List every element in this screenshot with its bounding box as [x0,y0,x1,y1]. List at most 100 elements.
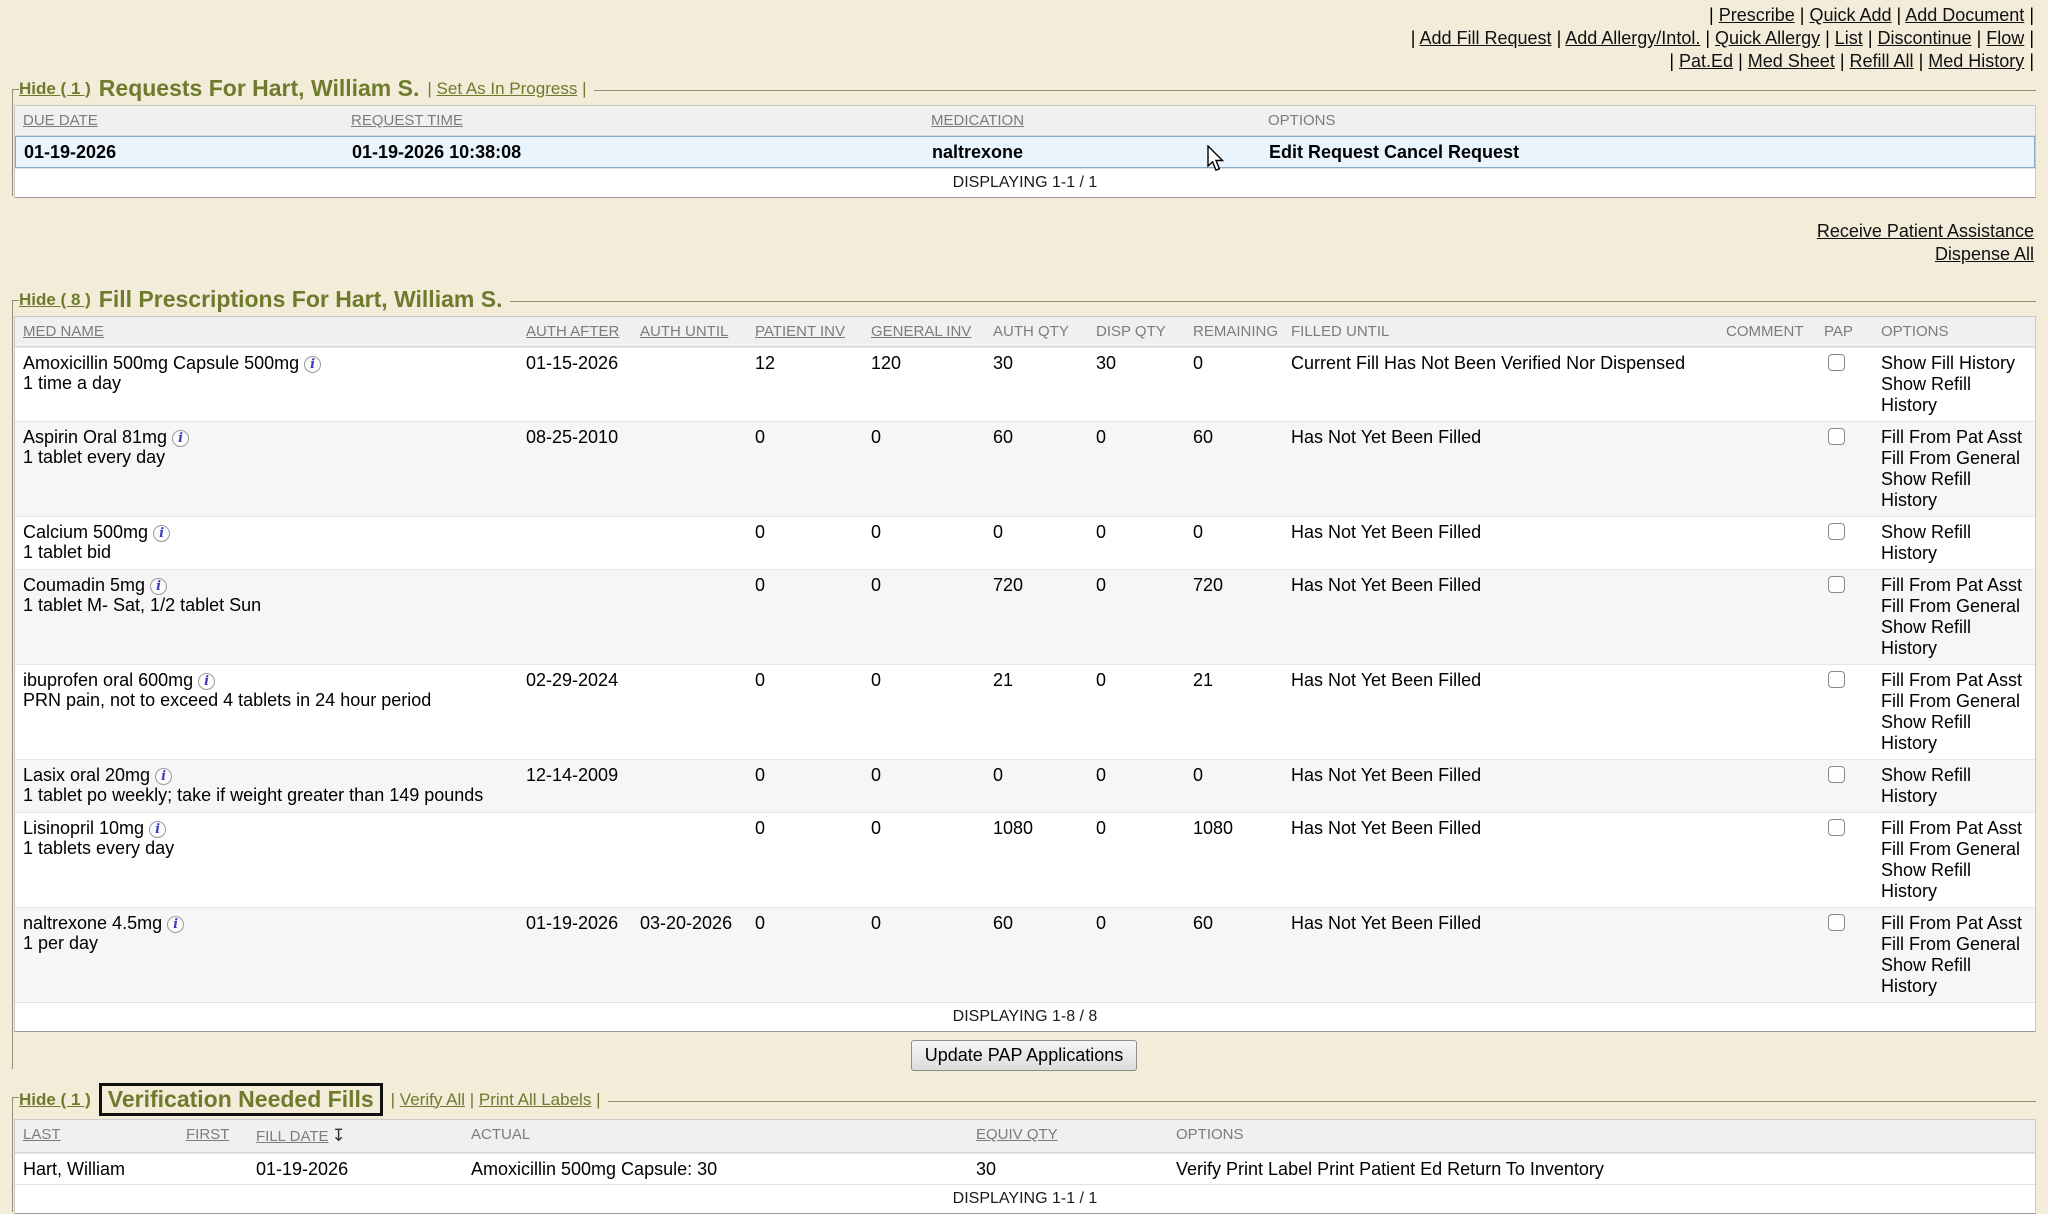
toolbar-row-3: Pat.Ed Med Sheet Refill All Med History [12,50,2034,73]
toolbar-item: Prescribe [1709,5,1795,25]
toolbar-link[interactable]: Refill All [1850,51,1914,71]
pap-checkbox[interactable] [1828,428,1845,445]
info-icon[interactable]: i [167,916,184,933]
prescription-option-link[interactable]: Fill From General [1881,934,2027,955]
prescription-option-link[interactable]: Show Refill History [1881,860,2027,902]
toolbar-link[interactable]: Add Document [1905,5,2024,25]
requests-hide-link[interactable]: Hide ( 1 ) [19,79,91,99]
prescription-option-link[interactable]: Fill From Pat Asst [1881,575,2027,596]
prescription-option-link[interactable]: Fill From General [1881,596,2027,617]
prescription-option-link[interactable]: Fill From Pat Asst [1881,913,2027,934]
pap-checkbox[interactable] [1828,766,1845,783]
info-icon[interactable]: i [149,821,166,838]
last-name-cell: Hart, William [15,1154,178,1184]
toolbar-link[interactable]: Med Sheet [1748,51,1835,71]
prescription-option-link[interactable]: Fill From General [1881,839,2027,860]
verification-option-link[interactable]: Print Patient Ed [1317,1159,1442,1179]
med-sig: 1 per day [23,933,510,953]
toolbar-link[interactable]: Quick Allergy [1715,28,1820,48]
pap-cell [1822,570,1873,664]
verification-option-link[interactable]: Return To Inventory [1447,1159,1604,1179]
request-option-link[interactable]: Edit Request [1269,142,1379,162]
prescription-option-link[interactable]: Show Refill History [1881,955,2027,997]
toolbar-link[interactable]: Discontinue [1878,28,1972,48]
toolbar-item: Add Document [1897,5,2025,25]
pap-checkbox[interactable] [1828,819,1845,836]
toolbar-link[interactable]: Med History [1928,51,2024,71]
prescription-row: Lisinopril 10mgi 1 tablets every day 0 0… [15,812,2035,907]
legend-action-item: Verify All [391,1090,465,1109]
column-header-auth-until[interactable]: AUTH UNTIL [632,317,747,346]
info-icon[interactable]: i [304,356,321,373]
prescription-option-link[interactable]: Show Refill History [1881,765,2027,807]
update-pap-applications-button[interactable]: Update PAP Applications [911,1040,1137,1071]
verification-option-link[interactable]: Print Label [1226,1159,1312,1179]
requests-table-body: 01-19-2026 01-19-2026 10:38:08 naltrexon… [15,136,2035,168]
pap-checkbox[interactable] [1828,354,1845,371]
column-header-patient-inv[interactable]: PATIENT INV [747,317,863,346]
toolbar-link[interactable]: Quick Add [1809,5,1891,25]
column-header-request-time[interactable]: REQUEST TIME [343,106,923,135]
info-icon[interactable]: i [155,768,172,785]
fill-date-sort-link[interactable]: FILL DATE [256,1128,329,1145]
toolbar-link[interactable]: Pat.Ed [1679,51,1733,71]
toolbar-link[interactable]: List [1835,28,1863,48]
auth-after-cell: 02-29-2024 [518,665,632,759]
pap-checkbox[interactable] [1828,576,1845,593]
column-header-last[interactable]: LAST [15,1120,178,1152]
prescription-option-link[interactable]: Fill From Pat Asst [1881,670,2027,691]
prescription-option-link[interactable]: Fill From General [1881,691,2027,712]
legend-action-link[interactable]: Verify All [400,1090,465,1109]
comment-cell [1718,348,1822,421]
toolbar-link[interactable]: Prescribe [1719,5,1795,25]
pap-checkbox[interactable] [1828,671,1845,688]
receive-patient-assistance-link[interactable]: Receive Patient Assistance [1817,221,2034,241]
column-header-due-date[interactable]: DUE DATE [15,106,343,135]
legend-action-link[interactable]: Print All Labels [479,1090,591,1109]
prescription-option-link[interactable]: Show Refill History [1881,712,2027,754]
prescription-row: Amoxicillin 500mg Capsule 500mgi 1 time … [15,347,2035,421]
column-header-general-inv[interactable]: GENERAL INV [863,317,985,346]
prescription-option-link[interactable]: Fill From Pat Asst [1881,818,2027,839]
sort-descending-icon[interactable]: ↧ [332,1126,346,1146]
fills-hide-link[interactable]: Hide ( 8 ) [19,290,91,310]
legend-action-link[interactable]: Set As In Progress [437,79,578,98]
requests-legend-actions: Set As In Progress [427,79,586,99]
column-header-equiv-qty[interactable]: EQUIV QTY [968,1120,1168,1152]
request-row[interactable]: 01-19-2026 01-19-2026 10:38:08 naltrexon… [15,136,2035,168]
patient-inv-cell: 0 [747,517,863,569]
verification-option-link[interactable]: Verify [1176,1159,1221,1179]
med-name: naltrexone 4.5mg [23,913,162,933]
fill-prescriptions-section: Hide ( 8 ) Fill Prescriptions For Hart, … [12,286,2036,1071]
column-header-pap: PAP [1822,317,1873,346]
prescription-option-link[interactable]: Show Refill History [1881,374,2027,416]
pap-cell [1822,760,1873,812]
request-time-cell: 01-19-2026 10:38:08 [344,137,924,167]
pap-checkbox[interactable] [1828,914,1845,931]
column-header-auth-after[interactable]: AUTH AFTER [518,317,632,346]
auth-qty-cell: 720 [985,570,1088,664]
toolbar-link[interactable]: Add Fill Request [1419,28,1551,48]
info-icon[interactable]: i [153,525,170,542]
med-name: Lasix oral 20mg [23,765,150,785]
prescription-option-link[interactable]: Show Refill History [1881,617,2027,659]
first-name-cell [178,1154,248,1184]
prescription-option-link[interactable]: Fill From General [1881,448,2027,469]
prescription-option-link[interactable]: Show Fill History [1881,353,2027,374]
column-header-first[interactable]: FIRST [178,1120,248,1152]
pap-checkbox[interactable] [1828,523,1845,540]
info-icon[interactable]: i [172,430,189,447]
toolbar-link[interactable]: Flow [1986,28,2024,48]
prescription-option-link[interactable]: Fill From Pat Asst [1881,427,2027,448]
prescription-option-link[interactable]: Show Refill History [1881,469,2027,511]
request-option-link[interactable]: Cancel Request [1384,142,1519,162]
info-icon[interactable]: i [150,578,167,595]
verification-hide-link[interactable]: Hide ( 1 ) [19,1090,91,1110]
toolbar-link[interactable]: Add Allergy/Intol. [1565,28,1700,48]
prescription-options-cell: Fill From Pat AsstFill From GeneralShow … [1873,570,2035,664]
info-icon[interactable]: i [198,673,215,690]
column-header-medication[interactable]: MEDICATION [923,106,1260,135]
dispense-all-link[interactable]: Dispense All [1935,244,2034,264]
column-header-med-name[interactable]: MED NAME [15,317,518,346]
prescription-option-link[interactable]: Show Refill History [1881,522,2027,564]
